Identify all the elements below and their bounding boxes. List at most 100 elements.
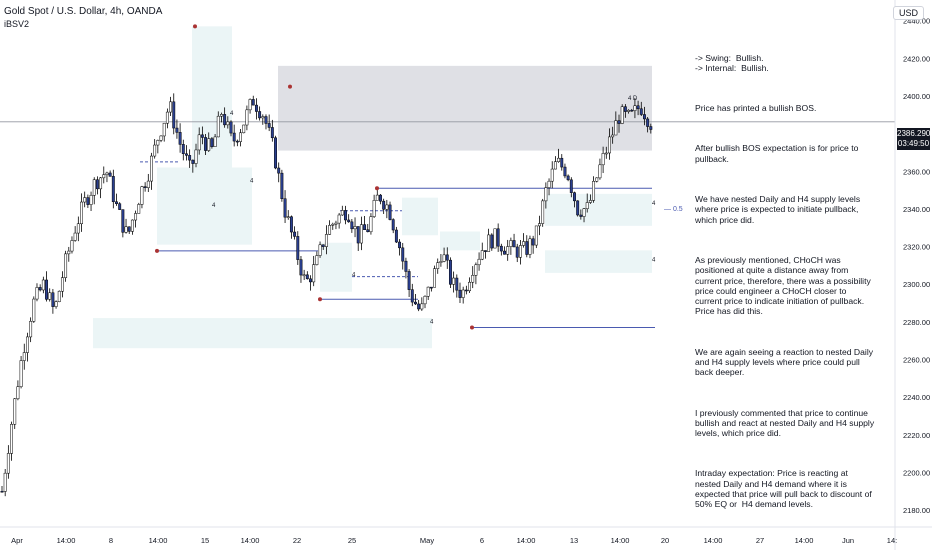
candle-body [25,336,29,353]
swing-point [155,248,159,253]
price-axis-label: 2440.00 [903,17,930,26]
candle-body [573,192,576,202]
candle-body [595,177,599,182]
chart-title: Gold Spot / U.S. Dollar, 4h, OANDA [4,6,163,17]
time-axis-label: 8 [109,536,113,545]
candle-body [442,254,446,262]
candle-body [477,258,481,266]
zone-timeframe-label: 4 [430,320,434,326]
candle-body [165,111,169,124]
candle-body [350,221,354,230]
candle-body [334,222,338,225]
candle-body [207,138,211,151]
candle-body [254,104,258,112]
candle-body [232,132,236,142]
candle-body [6,453,10,474]
zone-box [157,167,252,245]
candle-body [54,301,58,307]
time-axis-label: 14:00 [611,536,630,545]
candle-body [305,274,309,280]
candle-body [162,122,166,137]
candle-body [579,214,583,217]
zone-timeframe-label: 4 [212,203,216,209]
candle-body [617,120,621,124]
zone-timeframe-label: 4 [652,201,656,207]
candle-body [13,398,17,425]
candle-body [60,277,64,292]
zone-timeframe-label: 4 [230,111,234,117]
candle-body [289,216,293,233]
price-axis-label: 2280.00 [903,318,930,327]
candle-body [29,321,33,338]
candle-body [309,278,312,283]
last-price: 2386.290 [897,129,931,138]
swing-point [318,297,322,302]
candle-body [134,213,138,221]
candle-body [191,159,195,164]
price-axis-label: 2320.00 [903,243,930,252]
candle-body [506,246,510,255]
indicator-label[interactable]: iBSV2 [4,19,30,29]
currency-button[interactable]: USD [892,6,924,20]
price-axis-label: 2360.00 [903,167,930,176]
candle-body [194,149,198,164]
candle-body [130,219,134,232]
candle-body [328,225,332,235]
candle-body [544,187,548,202]
note-paragraph: After bullish BOS expectation is for pri… [695,143,861,164]
candle-body [235,140,239,143]
candle-body [547,180,551,188]
candle-body [19,360,23,387]
candle-body [388,204,392,220]
candle-body [522,241,526,246]
candle-body [496,228,500,247]
candle-body [270,127,274,139]
candle-body [204,137,208,151]
candle-body [181,144,185,155]
candle-body [366,229,370,233]
zone-box [440,231,480,251]
candle-body [531,238,535,246]
candle-body [423,295,427,305]
candle-body [382,200,386,210]
candle-body [146,180,150,189]
swing-point [375,186,379,191]
candle-body [324,234,328,247]
candle-body [563,166,567,177]
candle-body [461,289,465,298]
price-axis-label: 2240.00 [903,393,930,402]
price-axis-label: 2420.00 [903,54,930,63]
candle-body [172,101,176,129]
candle-body [102,174,106,179]
zone-box [402,197,438,236]
candle-body [512,240,516,248]
candle-body [347,219,351,223]
candle-body [89,195,93,205]
candle-body [493,228,497,249]
candle-body [525,241,529,255]
candle-body [414,301,417,305]
candle-body [108,172,112,177]
candle-body [643,114,646,120]
candle-body [391,219,395,231]
candle-body [503,250,506,255]
time-axis-label: 14:00 [241,536,260,545]
time-axis-label: May [420,536,434,545]
candle-body [105,172,109,175]
candle-body [83,197,87,203]
swing-point [470,325,474,330]
candle-body [48,292,52,300]
candle-body [623,106,627,112]
last-price-tag: 2386.290 03:49:50 [897,128,930,150]
time-axis-label: 14:00 [704,536,723,545]
time-axis-label: 14:00 [795,536,814,545]
zone-box [320,242,352,292]
candle-body [566,175,570,181]
time-axis-label: 6 [480,536,484,545]
candle-body [455,277,459,291]
candle-body [321,244,325,247]
candle-body [471,275,475,283]
candle-body [140,186,144,205]
candle-body [356,226,360,244]
